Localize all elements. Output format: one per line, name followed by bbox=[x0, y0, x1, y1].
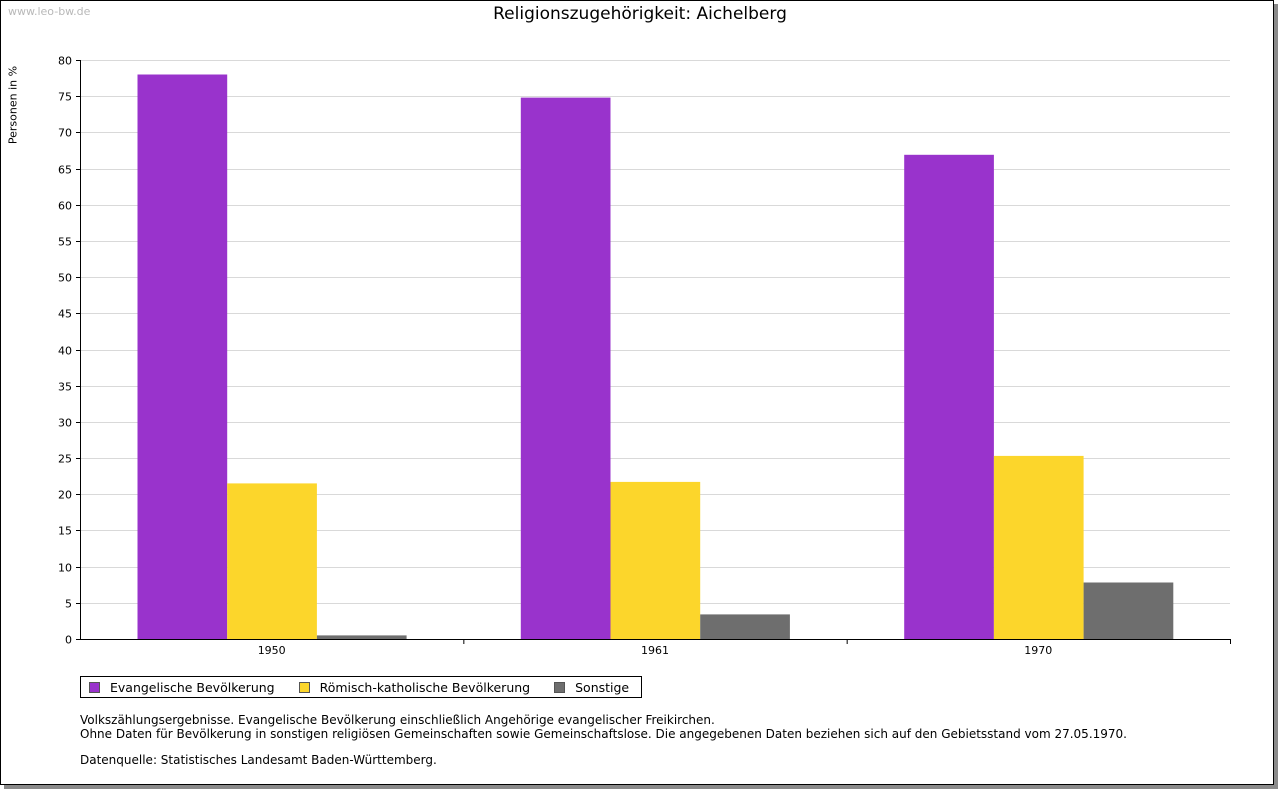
bar bbox=[316, 635, 407, 639]
y-tick-label: 75 bbox=[58, 91, 72, 104]
bar bbox=[904, 154, 994, 640]
note-line-2: Ohne Daten für Bevölkerung in sonstigen … bbox=[80, 727, 1127, 741]
y-tick-label: 70 bbox=[58, 127, 72, 140]
legend-item-sonstige: Sonstige bbox=[554, 680, 629, 695]
y-tick-label: 20 bbox=[58, 489, 72, 502]
x-tick-label: 1970 bbox=[1024, 644, 1052, 657]
legend-item-katholisch: Römisch-katholische Bevölkerung bbox=[298, 679, 531, 695]
y-tick-label: 60 bbox=[58, 200, 72, 213]
legend-swatch-sonstige bbox=[554, 681, 566, 693]
legend-label-sonstige: Sonstige bbox=[575, 679, 630, 695]
legend-label-katholisch: Römisch-katholische Bevölkerung bbox=[319, 679, 531, 695]
chart-title: Religionszugehörigkeit: Aichelberg bbox=[493, 4, 787, 24]
bar bbox=[1083, 582, 1174, 639]
y-tick-label: 80 bbox=[58, 55, 72, 68]
note-line-1: Volkszählungsergebnisse. Evangelische Be… bbox=[80, 713, 715, 727]
legend-swatch-katholisch bbox=[298, 681, 310, 693]
bar bbox=[700, 614, 790, 639]
y-tick-label: 0 bbox=[65, 634, 72, 647]
watermark: www.leo-bw.de bbox=[8, 5, 91, 18]
legend-item-evangelisch: Evangelische Bevölkerung bbox=[89, 680, 275, 695]
bar bbox=[227, 483, 317, 639]
x-tick-label: 1950 bbox=[258, 644, 286, 657]
y-tick-label: 25 bbox=[58, 453, 72, 466]
y-tick-label: 45 bbox=[58, 308, 72, 321]
y-tick-label: 65 bbox=[58, 164, 72, 177]
legend-swatch-evangelisch bbox=[89, 681, 100, 693]
y-tick-label: 40 bbox=[58, 345, 72, 358]
y-tick-label: 30 bbox=[58, 417, 72, 430]
y-tick-label: 55 bbox=[58, 236, 72, 249]
bar bbox=[520, 97, 611, 640]
bar-chart: 0 5 10 15 20 25 30 35 40 45 50 55 60 65 70 75 80 1950 1961… bbox=[58, 55, 1231, 657]
bar bbox=[610, 481, 701, 639]
x-tick-label: 1961 bbox=[641, 644, 669, 657]
y-tick-label: 35 bbox=[58, 381, 72, 394]
data-source: Datenquelle: Statistisches Landesamt Bad… bbox=[80, 753, 437, 767]
bar bbox=[993, 455, 1084, 639]
y-tick-label: 15 bbox=[58, 525, 72, 538]
y-tick-label: 5 bbox=[65, 598, 72, 611]
bar bbox=[137, 74, 228, 639]
legend-label-evangelisch: Evangelische Bevölkerung bbox=[110, 679, 275, 695]
chart-notes: Volkszählungsergebnisse. Evangelische Be… bbox=[80, 713, 1127, 767]
y-tick-label: 50 bbox=[58, 272, 72, 285]
legend: Evangelische Bevölkerung Römisch-katholi… bbox=[80, 676, 643, 698]
y-tick-label: 10 bbox=[58, 562, 72, 575]
